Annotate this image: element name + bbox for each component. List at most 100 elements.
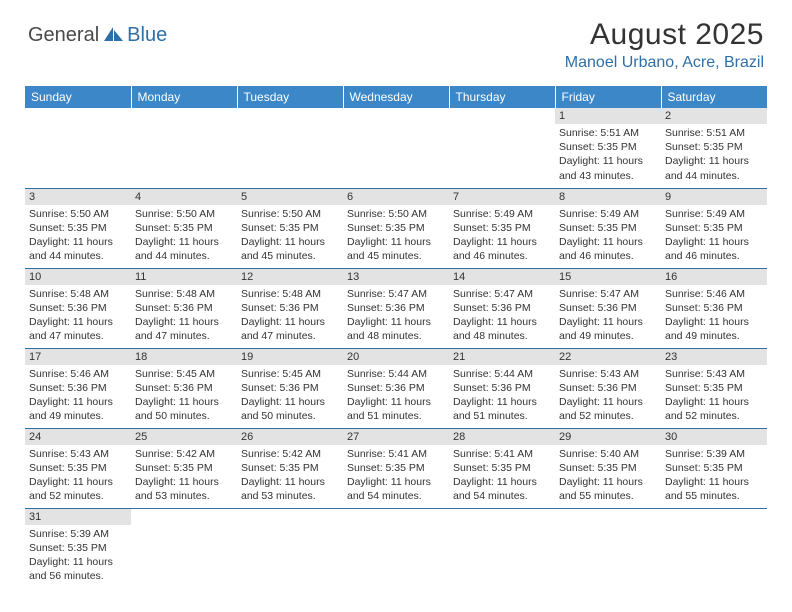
day-number: 22	[555, 349, 661, 365]
day-content: Sunrise: 5:48 AMSunset: 5:36 PMDaylight:…	[131, 285, 237, 346]
location: Manoel Urbano, Acre, Brazil	[565, 54, 764, 72]
calendar-day-cell: 25Sunrise: 5:42 AMSunset: 5:35 PMDayligh…	[131, 428, 237, 508]
day-number: 27	[343, 429, 449, 445]
day-number: 13	[343, 269, 449, 285]
calendar-day-cell: 28Sunrise: 5:41 AMSunset: 5:35 PMDayligh…	[449, 428, 555, 508]
day-content: Sunrise: 5:50 AMSunset: 5:35 PMDaylight:…	[25, 205, 131, 266]
day-content: Sunrise: 5:45 AMSunset: 5:36 PMDaylight:…	[131, 365, 237, 426]
calendar-body: 1Sunrise: 5:51 AMSunset: 5:35 PMDaylight…	[25, 108, 767, 588]
calendar-day-cell: 8Sunrise: 5:49 AMSunset: 5:35 PMDaylight…	[555, 188, 661, 268]
calendar-day-cell: 27Sunrise: 5:41 AMSunset: 5:35 PMDayligh…	[343, 428, 449, 508]
calendar-empty-cell	[131, 508, 237, 588]
calendar-day-cell: 15Sunrise: 5:47 AMSunset: 5:36 PMDayligh…	[555, 268, 661, 348]
day-content: Sunrise: 5:51 AMSunset: 5:35 PMDaylight:…	[555, 124, 661, 185]
calendar-day-cell: 30Sunrise: 5:39 AMSunset: 5:35 PMDayligh…	[661, 428, 767, 508]
day-content: Sunrise: 5:50 AMSunset: 5:35 PMDaylight:…	[237, 205, 343, 266]
day-content: Sunrise: 5:41 AMSunset: 5:35 PMDaylight:…	[449, 445, 555, 506]
calendar-day-cell: 6Sunrise: 5:50 AMSunset: 5:35 PMDaylight…	[343, 188, 449, 268]
day-number: 7	[449, 189, 555, 205]
day-number: 25	[131, 429, 237, 445]
weekday-header-row: SundayMondayTuesdayWednesdayThursdayFrid…	[25, 86, 767, 108]
day-content: Sunrise: 5:42 AMSunset: 5:35 PMDaylight:…	[237, 445, 343, 506]
day-content: Sunrise: 5:41 AMSunset: 5:35 PMDaylight:…	[343, 445, 449, 506]
calendar-day-cell: 20Sunrise: 5:44 AMSunset: 5:36 PMDayligh…	[343, 348, 449, 428]
calendar-row: 24Sunrise: 5:43 AMSunset: 5:35 PMDayligh…	[25, 428, 767, 508]
calendar-empty-cell	[237, 108, 343, 188]
calendar-day-cell: 31Sunrise: 5:39 AMSunset: 5:35 PMDayligh…	[25, 508, 131, 588]
weekday-header: Wednesday	[343, 86, 449, 108]
calendar-day-cell: 22Sunrise: 5:43 AMSunset: 5:36 PMDayligh…	[555, 348, 661, 428]
calendar-day-cell: 1Sunrise: 5:51 AMSunset: 5:35 PMDaylight…	[555, 108, 661, 188]
calendar-day-cell: 13Sunrise: 5:47 AMSunset: 5:36 PMDayligh…	[343, 268, 449, 348]
day-number: 28	[449, 429, 555, 445]
day-number: 14	[449, 269, 555, 285]
day-content: Sunrise: 5:45 AMSunset: 5:36 PMDaylight:…	[237, 365, 343, 426]
calendar-empty-cell	[555, 508, 661, 588]
day-content: Sunrise: 5:43 AMSunset: 5:35 PMDaylight:…	[661, 365, 767, 426]
weekday-header: Thursday	[449, 86, 555, 108]
calendar-day-cell: 18Sunrise: 5:45 AMSunset: 5:36 PMDayligh…	[131, 348, 237, 428]
day-number: 18	[131, 349, 237, 365]
day-content: Sunrise: 5:40 AMSunset: 5:35 PMDaylight:…	[555, 445, 661, 506]
calendar-row: 17Sunrise: 5:46 AMSunset: 5:36 PMDayligh…	[25, 348, 767, 428]
calendar-day-cell: 19Sunrise: 5:45 AMSunset: 5:36 PMDayligh…	[237, 348, 343, 428]
calendar-empty-cell	[343, 108, 449, 188]
calendar-empty-cell	[131, 108, 237, 188]
day-number: 8	[555, 189, 661, 205]
calendar-row: 31Sunrise: 5:39 AMSunset: 5:35 PMDayligh…	[25, 508, 767, 588]
day-content: Sunrise: 5:50 AMSunset: 5:35 PMDaylight:…	[131, 205, 237, 266]
calendar-empty-cell	[449, 508, 555, 588]
calendar-day-cell: 10Sunrise: 5:48 AMSunset: 5:36 PMDayligh…	[25, 268, 131, 348]
day-number: 5	[237, 189, 343, 205]
day-content: Sunrise: 5:44 AMSunset: 5:36 PMDaylight:…	[449, 365, 555, 426]
calendar-day-cell: 3Sunrise: 5:50 AMSunset: 5:35 PMDaylight…	[25, 188, 131, 268]
day-content: Sunrise: 5:49 AMSunset: 5:35 PMDaylight:…	[449, 205, 555, 266]
calendar-day-cell: 5Sunrise: 5:50 AMSunset: 5:35 PMDaylight…	[237, 188, 343, 268]
day-number: 2	[661, 108, 767, 124]
day-content: Sunrise: 5:48 AMSunset: 5:36 PMDaylight:…	[237, 285, 343, 346]
logo: General Blue	[28, 18, 167, 47]
calendar-day-cell: 4Sunrise: 5:50 AMSunset: 5:35 PMDaylight…	[131, 188, 237, 268]
day-number: 29	[555, 429, 661, 445]
day-number: 1	[555, 108, 661, 124]
calendar-day-cell: 7Sunrise: 5:49 AMSunset: 5:35 PMDaylight…	[449, 188, 555, 268]
day-content: Sunrise: 5:47 AMSunset: 5:36 PMDaylight:…	[449, 285, 555, 346]
day-content: Sunrise: 5:39 AMSunset: 5:35 PMDaylight:…	[661, 445, 767, 506]
day-number: 4	[131, 189, 237, 205]
day-number: 9	[661, 189, 767, 205]
calendar-row: 1Sunrise: 5:51 AMSunset: 5:35 PMDaylight…	[25, 108, 767, 188]
day-number: 15	[555, 269, 661, 285]
day-content: Sunrise: 5:48 AMSunset: 5:36 PMDaylight:…	[25, 285, 131, 346]
calendar-day-cell: 16Sunrise: 5:46 AMSunset: 5:36 PMDayligh…	[661, 268, 767, 348]
day-content: Sunrise: 5:43 AMSunset: 5:36 PMDaylight:…	[555, 365, 661, 426]
day-content: Sunrise: 5:43 AMSunset: 5:35 PMDaylight:…	[25, 445, 131, 506]
calendar-empty-cell	[661, 508, 767, 588]
day-content: Sunrise: 5:42 AMSunset: 5:35 PMDaylight:…	[131, 445, 237, 506]
calendar-day-cell: 14Sunrise: 5:47 AMSunset: 5:36 PMDayligh…	[449, 268, 555, 348]
logo-text-general: General	[28, 24, 99, 47]
day-number: 17	[25, 349, 131, 365]
sail-icon	[103, 25, 125, 48]
day-number: 30	[661, 429, 767, 445]
calendar-row: 10Sunrise: 5:48 AMSunset: 5:36 PMDayligh…	[25, 268, 767, 348]
calendar-day-cell: 11Sunrise: 5:48 AMSunset: 5:36 PMDayligh…	[131, 268, 237, 348]
calendar-day-cell: 21Sunrise: 5:44 AMSunset: 5:36 PMDayligh…	[449, 348, 555, 428]
calendar-day-cell: 17Sunrise: 5:46 AMSunset: 5:36 PMDayligh…	[25, 348, 131, 428]
day-number: 16	[661, 269, 767, 285]
day-content: Sunrise: 5:47 AMSunset: 5:36 PMDaylight:…	[555, 285, 661, 346]
calendar-row: 3Sunrise: 5:50 AMSunset: 5:35 PMDaylight…	[25, 188, 767, 268]
day-content: Sunrise: 5:50 AMSunset: 5:35 PMDaylight:…	[343, 205, 449, 266]
day-number: 3	[25, 189, 131, 205]
day-number: 21	[449, 349, 555, 365]
calendar-day-cell: 23Sunrise: 5:43 AMSunset: 5:35 PMDayligh…	[661, 348, 767, 428]
day-number: 20	[343, 349, 449, 365]
day-content: Sunrise: 5:47 AMSunset: 5:36 PMDaylight:…	[343, 285, 449, 346]
calendar-empty-cell	[343, 508, 449, 588]
calendar-empty-cell	[237, 508, 343, 588]
day-content: Sunrise: 5:39 AMSunset: 5:35 PMDaylight:…	[25, 525, 131, 586]
calendar-day-cell: 9Sunrise: 5:49 AMSunset: 5:35 PMDaylight…	[661, 188, 767, 268]
day-content: Sunrise: 5:51 AMSunset: 5:35 PMDaylight:…	[661, 124, 767, 185]
weekday-header: Tuesday	[237, 86, 343, 108]
day-number: 19	[237, 349, 343, 365]
calendar-day-cell: 12Sunrise: 5:48 AMSunset: 5:36 PMDayligh…	[237, 268, 343, 348]
